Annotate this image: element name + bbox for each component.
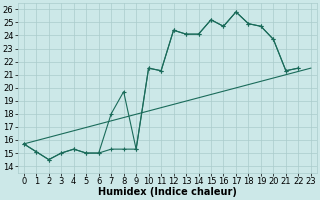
X-axis label: Humidex (Indice chaleur): Humidex (Indice chaleur) [98, 187, 237, 197]
